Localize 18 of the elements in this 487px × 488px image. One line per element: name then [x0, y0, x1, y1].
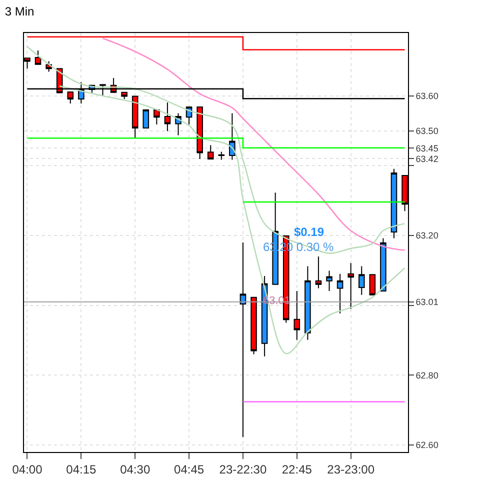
annotation: $0.19: [294, 225, 324, 239]
x-tick-label: 04:15: [66, 462, 97, 476]
chart-title: 3 Min: [4, 4, 34, 19]
x-tick-label: 04:00: [12, 462, 43, 476]
x-tick-label: 04:30: [120, 462, 150, 476]
y-tick-label: 63.42: [416, 154, 438, 164]
y-tick-label: 63.01: [416, 297, 438, 308]
y-tick-label: 63.50: [416, 126, 438, 136]
x-tick-label: 04:45: [174, 462, 204, 476]
y-tick-label: 62.80: [416, 370, 438, 380]
x-tick-label: 23-22:30: [219, 462, 267, 476]
y-tick-label: 63.45: [416, 143, 438, 154]
annotation: 63.01: [263, 295, 291, 307]
x-tick-label: 23-23:00: [327, 462, 375, 476]
y-tick-label: 63.60: [416, 91, 438, 101]
y-tick-label: 62.60: [416, 440, 438, 450]
y-tick-label: 63.20: [416, 230, 438, 241]
x-tick-label: 22:45: [282, 462, 312, 476]
